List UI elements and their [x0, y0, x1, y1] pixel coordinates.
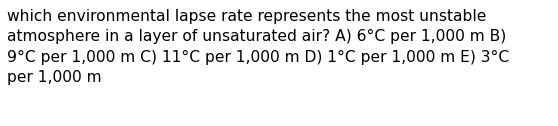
Text: which environmental lapse rate represents the most unstable
atmosphere in a laye: which environmental lapse rate represent…: [7, 9, 509, 85]
